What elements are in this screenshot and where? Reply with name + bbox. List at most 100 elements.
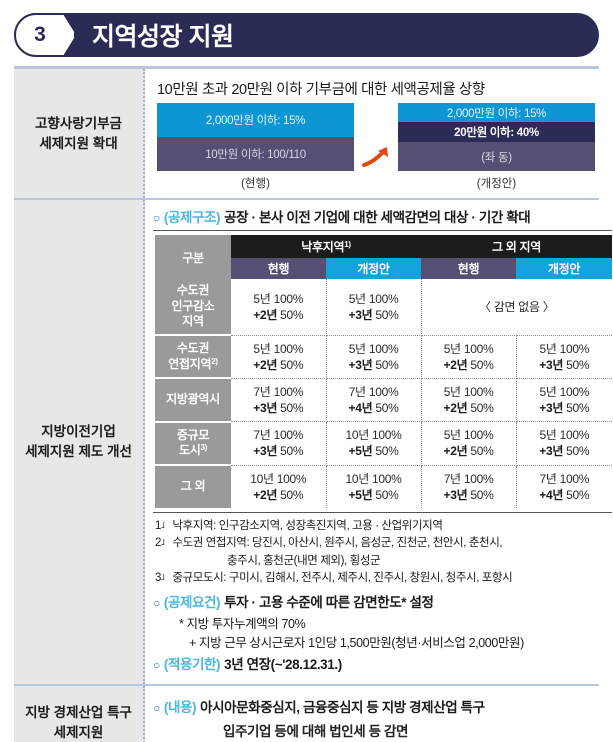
bullet-circle-icon: ○ — [153, 657, 160, 672]
footnote-2: 2」 수도권 연접지역: 당진시, 아산시, 원주시, 음성군, 진천군, 천안… — [155, 536, 503, 550]
table-header-row-2: 현행 개정안 현행 개정안 — [155, 258, 613, 280]
row-label-0: 수도권 인구감소 지역 — [155, 279, 231, 337]
section-label-line2: 세제지원 — [53, 724, 104, 740]
requirement-note-2: + 지방 근무 상시근로자 1인당 1,500만원(청년·서비스업 2,000만… — [189, 636, 524, 651]
row-label-2: 지방광역시 — [155, 378, 231, 423]
header-rule — [14, 66, 599, 69]
section-special-zone: 지방 경제산업 특구 세제지원 적용기한 연장 ○ (내용) 아시아문화중심지,… — [14, 686, 599, 742]
bar-segment-revised-2: (좌 동) — [398, 142, 595, 171]
page-title: 지역성장 지원 — [92, 23, 234, 51]
cell-4-1: 10년 100% +5년 50% — [326, 465, 422, 509]
header-group-other: 그 외 지역 — [421, 235, 613, 259]
cell-0-merged: 〈 감면 없음 〉 — [421, 279, 613, 336]
bullet-circle-icon: ○ — [153, 596, 160, 611]
arrow-right-up-icon — [362, 147, 388, 167]
relocation-table-body: 수도권 인구감소 지역 5년 100% +2년 50% 5년 100% +3년 50% … — [155, 279, 613, 509]
section-label-hometown: 고향사랑기부금 세제지원 확대 — [14, 69, 145, 198]
chart-title: 10만원 초과 20만원 이하 기부금에 대한 세액공제율 상향 — [157, 82, 485, 98]
cell-4-0: 10년 100% +2년 50% — [231, 465, 327, 509]
structure-bullet: ○ (공제구조) 공장 · 본사 이전 기업에 대한 세액감면의 대상 · 기간… — [153, 206, 612, 230]
cell-2-2: 5년 100% +2년 50% — [421, 378, 517, 423]
chart-body: 10만원 초과 20만원 이하 기부금에 대한 세액공제율 상향 2,000만원… — [145, 69, 599, 198]
bullet-circle-icon: ○ — [153, 701, 160, 716]
cell-0-0: 5년 100% +2년 50% — [231, 279, 327, 336]
period-text-relocation: 3년 연장(~'28.12.31.) — [224, 656, 342, 672]
section-label-relocation: 지방이전기업 세제지원 제도 개선 — [14, 200, 145, 685]
section-hometown-donation: 고향사랑기부금 세제지원 확대 10만원 초과 20만원 이하 기부금에 대한 … — [14, 69, 599, 200]
header-group-backward-sup: 1) — [344, 240, 351, 250]
requirement-note-1: * 지방 투자누계액의 70% — [179, 617, 306, 632]
cell-3-1: 10년 100% +5년 50% — [326, 421, 422, 466]
header-sub-current-2: 현행 — [421, 258, 517, 280]
relocation-body: ○ (공제구조) 공장 · 본사 이전 기업에 대한 세액감면의 대상 · 기간… — [145, 200, 613, 684]
period-tag-relocation: (적용기한) — [163, 656, 221, 672]
table-row: 수도권 인구감소 지역 5년 100% +2년 50% 5년 100% +3년 50% … — [155, 279, 613, 337]
requirement-bullet: ○ (공제요건) 투자 · 고용 수준에 따른 감면한도* 설정 — [153, 587, 612, 615]
cell-1-3: 5년 100% +3년 50% — [516, 335, 613, 379]
content-bullet-special: ○ (내용) 아시아문화중심지, 금융중심지 등 지방 경제산업 특구 — [153, 696, 599, 720]
requirement-text: 투자 · 고용 수준에 따른 감면한도* 설정 — [224, 595, 434, 611]
cell-0-1: 5년 100% +3년 50% — [326, 279, 422, 336]
row-label-4: 그 외 — [155, 465, 231, 509]
chart-column-current: 2,000만원 이하: 15% 10만원 이하: 100/110 (현행) — [157, 103, 354, 191]
relocation-table: 구분 낙후지역1) 그 외 지역 현행 개정안 현행 개정안 — [155, 235, 613, 509]
content-text-special-cont: 입주기업 등에 대해 법인세 등 감면 — [223, 724, 409, 740]
table-row: 그 외 10년 100% +2년 50% 10년 100% +5년 50% 7년 1… — [155, 465, 613, 509]
cell-2-1: 7년 100% +4년 50% — [326, 378, 422, 423]
header-sub-current-1: 현행 — [231, 258, 326, 280]
bullet-circle-icon: ○ — [153, 211, 160, 225]
cell-1-0: 5년 100% +2년 50% — [231, 335, 327, 379]
period-bullet-relocation: ○ (적용기한) 3년 연장(~'28.12.31.) — [153, 653, 612, 677]
section-label-line2: 세제지원 확대 — [39, 135, 118, 151]
footnote-3-text: 중규모도시: 구미시, 김해시, 전주시, 제주시, 진주시, 창원시, 청주시… — [172, 571, 513, 584]
footnote-2-num: 2 — [155, 537, 161, 550]
header-group-backward: 낙후지역1) — [231, 235, 422, 259]
footnote-3-num: 3 — [155, 571, 161, 584]
requirement-tag: (공제요건) — [163, 595, 221, 611]
table-row: 중규모 도시3) 7년 100% +3년 50% 10년 100% +5년 50% 5… — [155, 421, 613, 467]
header-number: 3 — [34, 23, 46, 46]
footnote-2-cont: 충주시, 홍천군(내면 제외), 횡성군 — [227, 554, 381, 567]
bar-segment-revised-1: 20만원 이하: 40% — [398, 122, 595, 142]
footnote-2-text: 수도권 연접지역: 당진시, 아산시, 원주시, 음성군, 진천군, 천안시, … — [172, 537, 503, 550]
bar-segment-current-1: 10만원 이하: 100/110 — [157, 137, 354, 171]
cell-4-2: 7년 100% +3년 50% — [421, 465, 517, 509]
cell-2-0: 7년 100% +3년 50% — [231, 378, 327, 423]
chart-column-revised: 2,000만원 이하: 15% 20만원 이하: 40% (좌 동) (개정안) — [398, 103, 595, 191]
table-header-row-1: 구분 낙후지역1) 그 외 지역 — [155, 235, 613, 280]
table-row: 수도권 연접지역2) 5년 100% +2년 50% 5년 100% +3년 50% … — [155, 335, 613, 380]
relocation-table-wrap: 구분 낙후지역1) 그 외 지역 현행 개정안 현행 개정안 — [153, 230, 613, 514]
footnote-3: 3」 중규모도시: 구미시, 김해시, 전주시, 제주시, 진주시, 창원시, … — [155, 570, 513, 584]
structure-text: 공장 · 본사 이전 기업에 대한 세액감면의 대상 · 기간 확대 — [224, 210, 531, 225]
page-header: 3 지역성장 지원 — [0, 0, 613, 57]
bar-segment-revised-0: 2,000만원 이하: 15% — [398, 103, 595, 122]
chart-caption-current: (현행) — [241, 178, 270, 190]
bar-current: 2,000만원 이하: 15% 10만원 이하: 100/110 — [157, 103, 354, 171]
cell-1-1: 5년 100% +3년 50% — [326, 335, 422, 379]
footnote-1-num: 1 — [155, 520, 161, 533]
cell-4-3: 7년 100% +4년 50% — [516, 465, 613, 509]
bar-revised: 2,000만원 이하: 15% 20만원 이하: 40% (좌 동) — [398, 103, 595, 171]
header-number-badge: 3 — [14, 13, 76, 57]
section-label-line1: 고향사랑기부금 — [35, 115, 122, 131]
structure-tag: (공제구조) — [163, 210, 221, 225]
header-bar: 3 지역성장 지원 — [14, 13, 599, 57]
content-tag-special: (내용) — [163, 700, 197, 716]
footnote-1-text: 낙후지역: 인구감소지역, 성장촉진지역, 고용 · 산업위기지역 — [172, 520, 443, 533]
footnote-1: 1」 낙후지역: 인구감소지역, 성장촉진지역, 고용 · 산업위기지역 — [155, 519, 443, 533]
row-label-3: 중규모 도시3) — [155, 421, 231, 467]
content-text-special: 아시아문화중심지, 금융중심지 등 지방 경제산업 특구 — [200, 700, 485, 716]
section-label-special-zone: 지방 경제산업 특구 세제지원 적용기한 연장 — [14, 686, 145, 742]
table-row: 지방광역시 7년 100% +3년 50% 7년 100% +4년 50% 5년 1… — [155, 378, 613, 423]
chart-caption-revised: (개정안) — [476, 178, 517, 190]
cell-3-3: 5년 100% +3년 50% — [516, 421, 613, 466]
special-zone-body: ○ (내용) 아시아문화중심지, 금융중심지 등 지방 경제산업 특구 입주기업… — [145, 686, 599, 742]
content-sheet: 고향사랑기부금 세제지원 확대 10만원 초과 20만원 이하 기부금에 대한 … — [14, 69, 613, 742]
header-sub-revised-2: 개정안 — [516, 258, 613, 280]
cell-1-2: 5년 100% +2년 50% — [421, 335, 517, 379]
header-sub-revised-1: 개정안 — [326, 258, 422, 280]
header-gubun: 구분 — [155, 235, 231, 280]
section-label-line1: 지방이전기업 — [41, 424, 116, 440]
row-label-1: 수도권 연접지역2) — [155, 335, 231, 380]
cell-3-0: 7년 100% +3년 50% — [231, 421, 327, 466]
